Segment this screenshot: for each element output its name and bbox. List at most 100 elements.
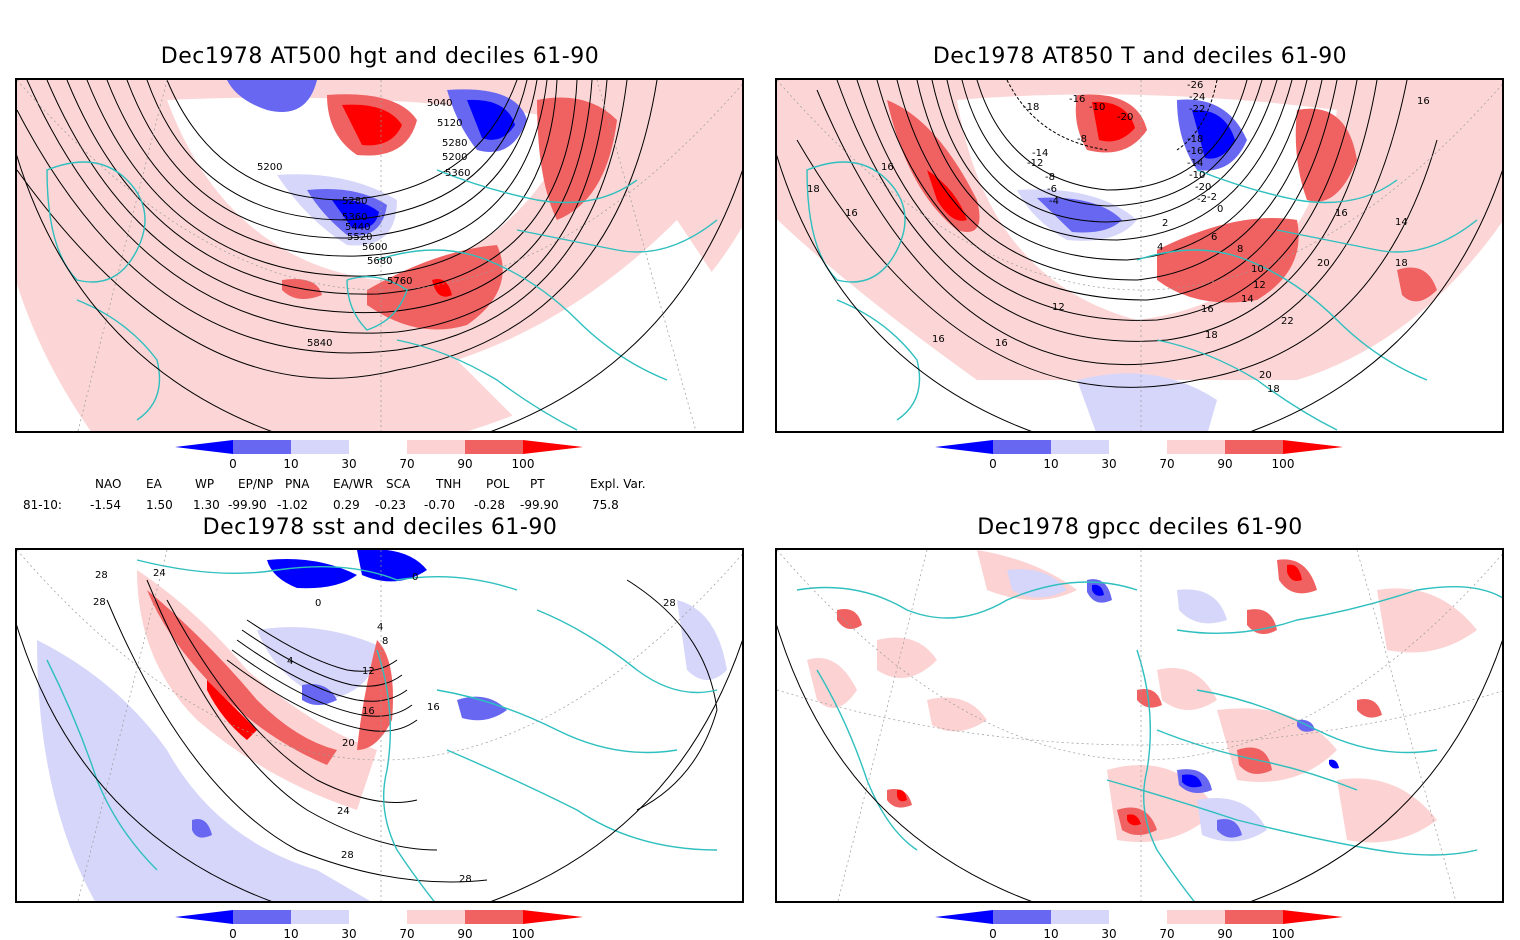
- colorbar-tick: 30: [341, 927, 356, 940]
- index-value: -99.90: [228, 498, 267, 512]
- contour-label: 5280: [342, 196, 367, 207]
- colorbar-swatch: [233, 910, 291, 924]
- contour-label: 16: [845, 208, 858, 219]
- map-frame-sst: 28 24 28 0 0 4 8 4 12 16 16 20 24 28 28 …: [15, 548, 744, 903]
- colorbar-tick: 90: [457, 457, 472, 471]
- map-t850: -18 -26 -24 -16 -10 -22 -18 -20 -8 -16 -…: [777, 80, 1502, 431]
- panel-title-t850: Dec1978 AT850 T and deciles 61-90: [932, 44, 1348, 69]
- colorbar-swatch: [993, 910, 1051, 924]
- contour-label: -26: [1187, 80, 1203, 91]
- colorbar-swatch: [349, 440, 407, 454]
- contour-label: 4: [287, 656, 293, 667]
- contour-label: 0: [412, 572, 418, 583]
- colorbar-swatch: [291, 910, 349, 924]
- contour-label: 5360: [342, 212, 367, 223]
- colorbar-tick: 70: [399, 457, 414, 471]
- contour-label: 16: [995, 338, 1008, 349]
- colorbar-tick: 10: [1043, 457, 1058, 471]
- index-header: PT: [530, 477, 545, 491]
- contour-label: 2: [1162, 218, 1168, 229]
- contour-label: 28: [341, 850, 354, 861]
- contour-label: -6: [1047, 184, 1057, 195]
- colorbar-swatch: [465, 910, 523, 924]
- contour-label: 16: [932, 334, 945, 345]
- colorbar-top-left: 0 10 30 70 90 100: [175, 440, 583, 471]
- map-frame-t850: -18 -26 -24 -16 -10 -22 -18 -20 -8 -16 -…: [775, 78, 1504, 433]
- colorbar-swatch: [349, 910, 407, 924]
- colorbar-swatch: [407, 440, 465, 454]
- index-value: 1.50: [146, 498, 173, 512]
- contour-label: 18: [1205, 330, 1218, 341]
- colorbar-tick: 30: [1101, 457, 1116, 471]
- contour-label: -8: [1077, 134, 1087, 145]
- contour-label: 10: [1251, 264, 1264, 275]
- contour-label: -16: [1187, 146, 1203, 157]
- contour-label: -16: [1069, 94, 1085, 105]
- contour-label: -14: [1187, 158, 1203, 169]
- index-header: WP: [195, 477, 215, 491]
- colorbar-tick: 100: [512, 927, 535, 940]
- colorbar-tick: 70: [1159, 927, 1174, 940]
- colorbar-swatch: [1283, 910, 1343, 924]
- index-row-label: 81-10:: [23, 498, 62, 512]
- index-value: -0.23: [375, 498, 407, 512]
- map-z500: 5040 5120 5200 5280 5360 5200 5280 5360 …: [17, 80, 742, 431]
- contour-label: 0: [1217, 204, 1223, 215]
- contour-label: 5360: [445, 168, 470, 179]
- contour-label: 6: [1211, 232, 1217, 243]
- index-header: Expl. Var.: [590, 477, 646, 491]
- contour-label: 12: [1253, 280, 1266, 291]
- colorbar-swatch: [407, 910, 465, 924]
- contour-label: 16: [1335, 208, 1348, 219]
- contour-label: 28: [93, 597, 106, 608]
- contour-label: 20: [342, 738, 355, 749]
- map-frame-gpcc: [775, 548, 1504, 903]
- panel-title-gpcc: Dec1978 gpcc deciles 61-90: [977, 515, 1303, 540]
- contour-label: 5040: [427, 98, 452, 109]
- colorbar-swatch: [233, 440, 291, 454]
- contour-label: 5680: [367, 256, 392, 267]
- colorbar-tick: 10: [283, 457, 298, 471]
- contour-label: 0: [315, 598, 321, 609]
- contour-label: 5840: [307, 338, 332, 349]
- colorbar-swatch: [1167, 910, 1225, 924]
- contour-label: -14: [1032, 148, 1048, 159]
- contour-label: 24: [337, 806, 350, 817]
- index-header: PNA: [285, 477, 310, 491]
- index-value: -0.28: [474, 498, 506, 512]
- colorbar-tick: 0: [229, 927, 237, 940]
- contour-label: 5200: [442, 152, 467, 163]
- contour-label: 8: [1237, 244, 1243, 255]
- colorbar-tick: 90: [1217, 457, 1232, 471]
- contour-label: 16: [427, 702, 440, 713]
- colorbar-swatch: [1109, 910, 1167, 924]
- contour-label: 18: [807, 184, 820, 195]
- map-gpcc: [777, 550, 1502, 901]
- index-header: EP/NP: [238, 477, 274, 491]
- contour-label: -12: [1027, 158, 1043, 169]
- colorbar-tick: 100: [512, 457, 535, 471]
- contour-label: 20: [1259, 370, 1272, 381]
- colorbar-swatch: [523, 910, 583, 924]
- colorbar-tick: 0: [989, 457, 997, 471]
- colorbar-tick: 100: [1272, 457, 1295, 471]
- panel-title-sst: Dec1978 sst and deciles 61-90: [202, 515, 558, 540]
- contour-label: 4: [377, 622, 383, 633]
- index-value: -1.02: [277, 498, 309, 512]
- panel-title-z500: Dec1978 AT500 hgt and deciles 61-90: [160, 44, 600, 69]
- colorbar-swatch: [993, 440, 1051, 454]
- contour-label: -18: [1023, 102, 1039, 113]
- contour-label: 5760: [387, 276, 412, 287]
- colorbar-tick: 100: [1272, 927, 1295, 940]
- colorbar-tick: 30: [341, 457, 356, 471]
- contour-label: -22: [1189, 104, 1205, 115]
- contour-label: -10: [1089, 102, 1105, 113]
- contour-label: 28: [663, 598, 676, 609]
- contour-label: 5600: [362, 242, 387, 253]
- index-header: POL: [486, 477, 510, 491]
- map-frame-z500: 5040 5120 5200 5280 5360 5200 5280 5360 …: [15, 78, 744, 433]
- colorbar-swatch: [175, 910, 233, 924]
- contour-label: 28: [95, 570, 108, 581]
- colorbar-top-right: 0 10 30 70 90 100: [935, 440, 1343, 471]
- index-header: EA/WR: [333, 477, 374, 491]
